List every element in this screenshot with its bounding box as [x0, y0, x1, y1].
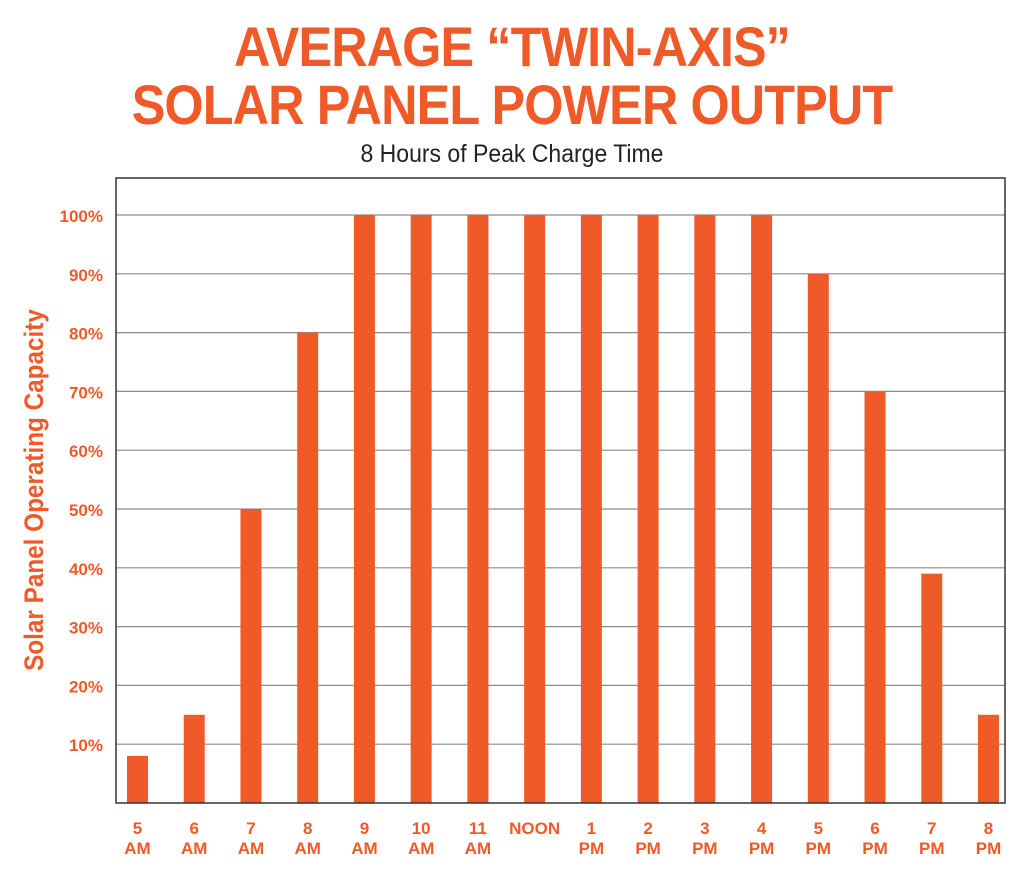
- chart-title-line2: SOLAR PANEL POWER OUTPUT: [131, 73, 893, 136]
- bar: [978, 714, 999, 803]
- x-tick-label: NOON: [509, 819, 560, 838]
- x-tick-label: 7 AM: [238, 819, 264, 858]
- x-tick-label: 4 PM: [749, 819, 775, 858]
- bar: [864, 391, 886, 803]
- x-tick-label: 2 PM: [635, 819, 661, 858]
- x-tick-label: 9 AM: [351, 819, 377, 858]
- x-tick-label: 3 PM: [692, 819, 718, 858]
- bar: [410, 215, 432, 803]
- x-tick-label: 11 AM: [465, 819, 491, 858]
- bar: [694, 215, 716, 803]
- y-tick-label: 80%: [69, 325, 103, 344]
- chart-title-line1: AVERAGE “TWIN-AXIS”: [233, 15, 791, 78]
- x-tick-label: 6 PM: [862, 819, 888, 858]
- y-tick-label: 70%: [69, 383, 103, 402]
- y-tick-label: 40%: [69, 560, 103, 579]
- x-tick-label: 8 PM: [976, 819, 1002, 858]
- x-tick-label: 5 AM: [124, 819, 150, 858]
- bar: [240, 509, 262, 803]
- y-axis-title: Solar Panel Operating Capacity: [20, 308, 49, 670]
- y-tick-label: 90%: [69, 266, 103, 285]
- x-tick-label: 1 PM: [579, 819, 605, 858]
- bar: [580, 215, 602, 803]
- plot-frame: [115, 177, 1006, 804]
- x-tick-label: 6 AM: [181, 819, 207, 858]
- x-tick-label: 8 AM: [294, 819, 320, 858]
- y-tick-label: 60%: [69, 442, 103, 461]
- chart-subtitle: 8 Hours of Peak Charge Time: [360, 140, 664, 168]
- bar: [353, 215, 375, 803]
- x-tick-label: 10 AM: [408, 819, 434, 858]
- bar: [297, 332, 319, 803]
- bar: [751, 215, 773, 803]
- y-tick-label: 10%: [69, 736, 103, 755]
- bar: [127, 755, 148, 803]
- bar: [183, 714, 205, 803]
- bar: [524, 215, 546, 803]
- bar: [467, 215, 489, 803]
- x-tick-label: 7 PM: [919, 819, 945, 858]
- y-tick-label: 100%: [60, 207, 103, 226]
- bar: [637, 215, 659, 803]
- bar: [921, 573, 943, 803]
- x-tick-label: 5 PM: [806, 819, 832, 858]
- y-tick-label: 30%: [69, 619, 103, 638]
- bar: [807, 273, 829, 803]
- y-tick-label: 50%: [69, 501, 103, 520]
- y-tick-label: 20%: [69, 677, 103, 696]
